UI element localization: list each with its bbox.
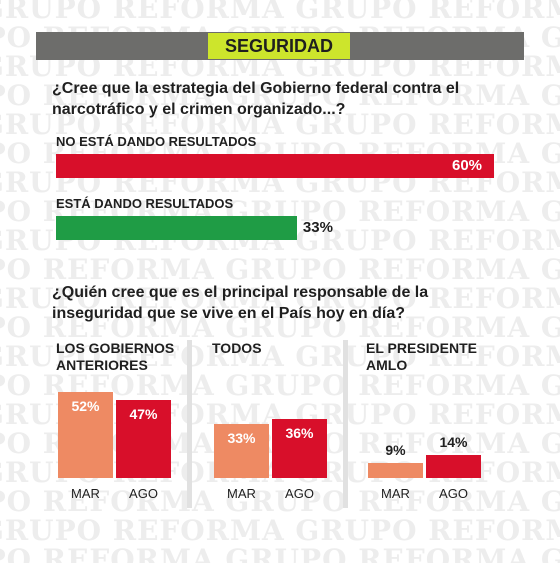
column-bar bbox=[272, 418, 327, 478]
column-value-label: 14% bbox=[439, 433, 468, 450]
panel-2: EL PRESIDENTE AMLO bbox=[366, 340, 496, 508]
panel-title: EL PRESIDENTE AMLO bbox=[366, 340, 477, 373]
watermark-row: GRUPO REFORMA GRUPO REFORMA GRUPO REFORM… bbox=[0, 514, 560, 547]
column-value-label: 36% bbox=[285, 424, 314, 441]
watermark-row: GRUPO REFORMA GRUPO REFORMA GRUPO REFORM… bbox=[0, 108, 560, 141]
section-title: SEGURIDAD bbox=[208, 33, 350, 59]
watermark-row: GRUPO REFORMA GRUPO REFORMA GRUPO REFORM… bbox=[0, 79, 560, 112]
bar-label-no-results: NO ESTÁ DANDO RESULTADOS bbox=[56, 134, 257, 149]
column-bar bbox=[214, 423, 269, 478]
value-label-no-results: 60% bbox=[452, 157, 483, 174]
panel-0: LOS GOBIERNOS ANTERIORES bbox=[56, 340, 192, 508]
watermark-row: GRUPO REFORMA GRUPO REFORMA GRUPO REFORM… bbox=[0, 282, 560, 315]
value-label-results: 33% bbox=[302, 219, 333, 236]
watermark-row: GRUPO REFORMA GRUPO REFORMA GRUPO REFORM… bbox=[0, 253, 560, 286]
column-category-label: AGO bbox=[439, 486, 468, 501]
panel-title: TODOS bbox=[212, 340, 262, 356]
panel-title: LOS GOBIERNOS ANTERIORES bbox=[56, 340, 175, 373]
bar-label-results: ESTÁ DANDO RESULTADOS bbox=[56, 196, 234, 211]
column-value-label: 52% bbox=[71, 398, 100, 415]
watermark-row: GRUPO REFORMA GRUPO REFORMA GRUPO REFORM… bbox=[0, 485, 560, 518]
column-category-label: AGO bbox=[285, 486, 314, 501]
panel-divider bbox=[343, 340, 348, 508]
column-bar bbox=[426, 454, 481, 478]
question-2: ¿Quién cree que es el principal responsa… bbox=[52, 284, 429, 322]
column-category-label: AGO bbox=[129, 486, 158, 501]
column-bar bbox=[368, 463, 423, 478]
column-bar bbox=[116, 400, 171, 478]
watermark-row: GRUPO REFORMA GRUPO REFORMA GRUPO REFORM… bbox=[0, 543, 560, 563]
column-category-label: MAR bbox=[71, 486, 100, 501]
question-1: ¿Cree que la estrategia del Gobierno fed… bbox=[52, 80, 460, 118]
column-value-label: 47% bbox=[129, 406, 158, 423]
watermark-row: GRUPO REFORMA GRUPO REFORMA GRUPO REFORM… bbox=[0, 311, 560, 344]
bar-results bbox=[56, 216, 297, 240]
column-value-label: 33% bbox=[227, 429, 256, 446]
column-category-label: MAR bbox=[227, 486, 256, 501]
panel-1: TODOS bbox=[212, 340, 348, 508]
column-category-label: MAR bbox=[381, 486, 410, 501]
column-bar bbox=[58, 392, 113, 478]
bar-no-results bbox=[56, 154, 494, 178]
watermark-row: GRUPO REFORMA GRUPO REFORMA GRUPO REFORM… bbox=[0, 340, 560, 373]
column-value-label: 9% bbox=[385, 442, 406, 459]
panel-divider bbox=[187, 340, 192, 508]
watermark-row: GRUPO REFORMA GRUPO REFORMA GRUPO REFORM… bbox=[0, 0, 560, 25]
